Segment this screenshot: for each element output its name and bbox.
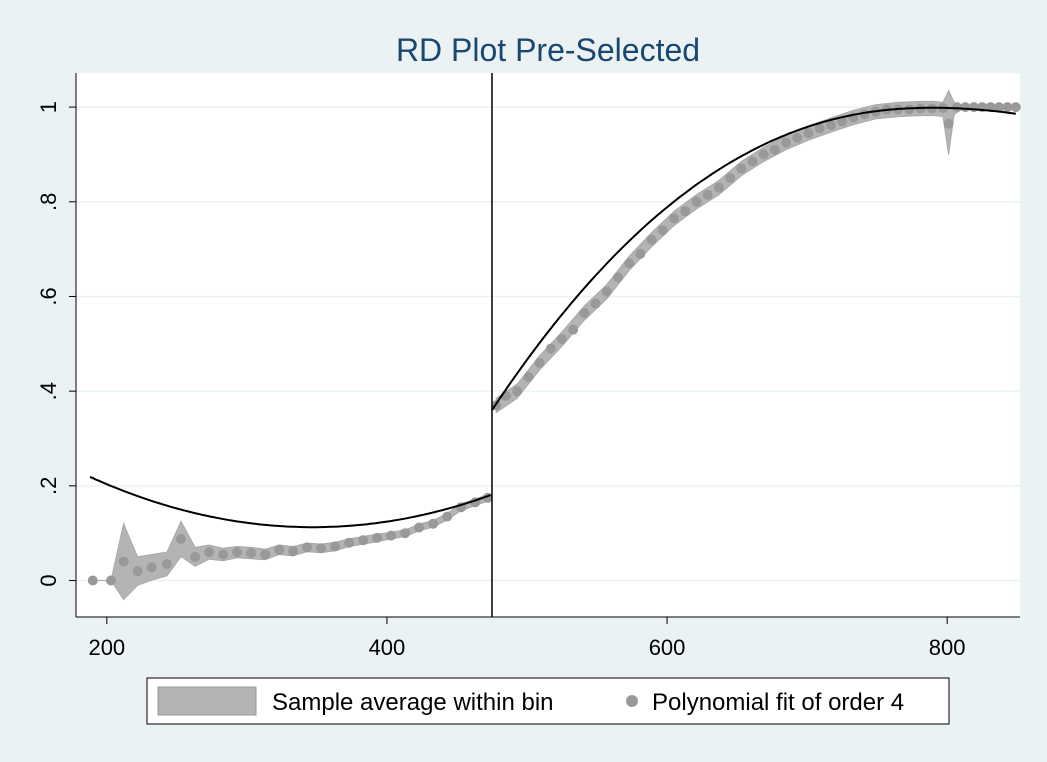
y-tick-label: 0 xyxy=(36,574,61,586)
bin-dot xyxy=(669,213,680,224)
grid-lines xyxy=(76,106,1020,582)
bin-dot xyxy=(579,308,590,318)
bin-dot xyxy=(302,542,313,553)
bin-dot xyxy=(442,511,453,522)
bin-dot xyxy=(713,182,724,193)
bin-dot xyxy=(657,225,668,236)
fit-line-right xyxy=(491,106,1016,411)
bin-dot xyxy=(260,549,271,560)
bin-dot xyxy=(176,533,186,544)
legend-label-polynomial-fit: Polynomial fit of order 4 xyxy=(652,689,904,716)
bin-dot xyxy=(725,173,736,184)
legend-dot-swatch xyxy=(626,695,638,707)
bin-dot xyxy=(781,137,792,148)
bin-dot xyxy=(344,537,355,548)
bin-dot xyxy=(792,132,803,143)
bin-dot xyxy=(414,522,425,533)
y-axis: 0 .2 .4 .6 .8 1 xyxy=(36,73,77,617)
bin-dot xyxy=(803,128,814,139)
bin-dot xyxy=(994,102,1004,113)
bin-dot xyxy=(288,546,299,557)
y-tick-label: .6 xyxy=(36,287,61,305)
bin-dot xyxy=(132,566,143,577)
x-tick-label: 600 xyxy=(649,635,686,660)
y-tick-label: .4 xyxy=(36,382,61,400)
bin-dot xyxy=(613,272,623,283)
bin-dot xyxy=(825,120,836,131)
bin-dot xyxy=(118,556,129,567)
bin-dot xyxy=(106,575,116,586)
x-tick-label: 200 xyxy=(88,635,125,660)
bin-dot xyxy=(758,149,769,160)
bin-dot xyxy=(428,518,439,529)
bin-dot xyxy=(814,123,825,134)
bin-dot xyxy=(635,248,646,259)
polynomial-fits xyxy=(89,106,1016,529)
bin-dot xyxy=(512,386,523,397)
bin-dot xyxy=(87,575,98,586)
bin-dot xyxy=(534,357,545,368)
legend-label-sample-average: Sample average within bin xyxy=(272,689,554,716)
bin-dot xyxy=(904,104,915,115)
bin-dot xyxy=(330,541,341,552)
bin-dot xyxy=(568,324,579,335)
legend: Sample average within bin Polynomial fit… xyxy=(146,677,950,725)
bin-dot xyxy=(204,547,215,558)
bin-dot xyxy=(545,343,556,354)
bin-dot xyxy=(691,196,702,207)
legend-area-swatch xyxy=(157,686,257,716)
bin-dot xyxy=(680,206,691,217)
bin-dot xyxy=(837,116,848,127)
bin-dot xyxy=(736,163,747,174)
bin-dot xyxy=(769,144,780,155)
bin-dot xyxy=(624,258,635,269)
bin-dot xyxy=(747,156,758,167)
chart-title: RD Plot Pre-Selected xyxy=(396,32,700,68)
bin-dot xyxy=(523,372,534,382)
bin-dot xyxy=(232,547,243,558)
bin-dot xyxy=(372,532,383,543)
bin-dot xyxy=(557,334,567,345)
bin-dot xyxy=(190,551,201,562)
bin-dot xyxy=(952,102,962,113)
bin-dot xyxy=(400,528,411,539)
bin-dot xyxy=(316,543,327,554)
legend-box xyxy=(146,677,950,725)
bin-dot xyxy=(218,549,229,560)
bin-dot xyxy=(601,286,612,297)
x-tick-label: 400 xyxy=(369,635,406,660)
bin-dot xyxy=(702,189,713,200)
fit-line-left xyxy=(89,475,491,529)
bin-dot xyxy=(146,562,157,573)
bin-dot xyxy=(590,298,601,309)
y-tick-label: .2 xyxy=(36,477,61,495)
bin-dot xyxy=(1010,102,1021,113)
bin-dot xyxy=(162,559,172,569)
y-tick-label: 1 xyxy=(36,101,61,113)
bin-dot xyxy=(274,544,285,555)
y-tick-label: .8 xyxy=(36,193,61,211)
bin-dot xyxy=(943,118,954,129)
bin-dot xyxy=(246,548,257,559)
x-tick-label: 800 xyxy=(929,635,966,660)
bin-dot xyxy=(358,535,369,546)
bin-dot xyxy=(386,530,397,541)
bin-dot xyxy=(646,234,657,245)
x-axis: 200 400 600 800 xyxy=(76,616,1020,660)
bin-dot xyxy=(1002,102,1013,113)
